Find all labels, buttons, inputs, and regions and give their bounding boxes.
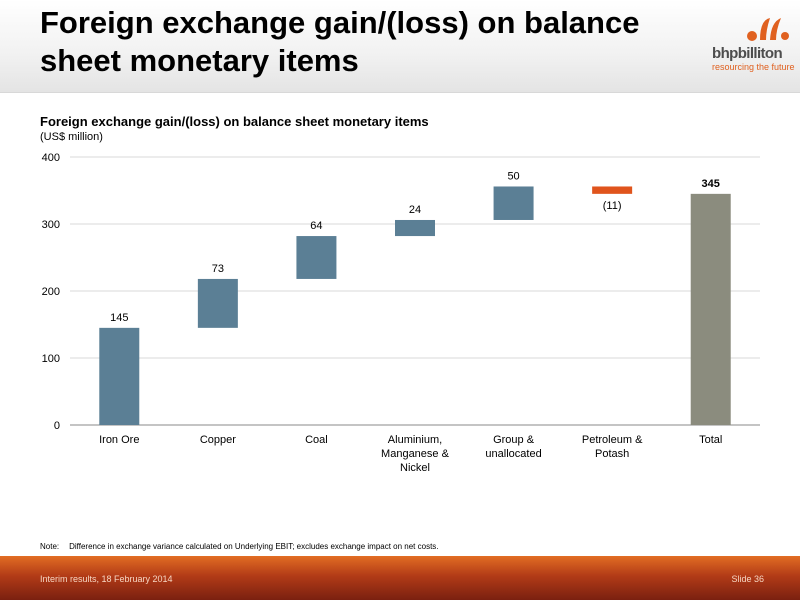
note-label: Note: — [40, 542, 60, 551]
data-label-2: 64 — [310, 220, 322, 232]
waterfall-chart: 0 100 200 300 400 145 Iron Ore 73 Copper 64 Coal 24… — [42, 152, 760, 474]
category-label: Aluminium, — [388, 434, 442, 446]
y-tick-label: 200 — [42, 286, 60, 298]
bar-6 — [690, 193, 731, 425]
category-label: Nickel — [400, 462, 430, 474]
y-tick-label: 100 — [42, 353, 60, 365]
data-label-1: 73 — [212, 263, 224, 275]
bar-0 — [99, 327, 140, 425]
data-label-5: (11) — [603, 200, 622, 212]
bar-5 — [592, 186, 633, 194]
data-label-6: 345 — [702, 178, 720, 190]
data-label-3: 24 — [409, 204, 421, 216]
footer-slide-number: Slide 36 — [731, 574, 764, 584]
category-label: Group & — [493, 434, 535, 446]
chart-title: Foreign exchange gain/(loss) on balance … — [40, 114, 429, 129]
logo-mark-icon — [747, 18, 789, 41]
category-label: Coal — [305, 434, 328, 446]
chart-subtitle: (US$ million) — [40, 131, 103, 143]
category-label: Copper — [200, 434, 236, 446]
y-tick-label: 400 — [42, 152, 60, 164]
category-label: Manganese & — [381, 448, 450, 460]
slide-header: Foreign exchange gain/(loss) on balance … — [0, 0, 800, 93]
category-label: Total — [699, 434, 722, 446]
y-tick-label: 300 — [42, 219, 60, 231]
note: Note: Difference in exchange variance cal… — [40, 542, 439, 551]
category-label: Potash — [595, 448, 629, 460]
footer-presentation-info: Interim results, 18 February 2014 — [40, 574, 173, 584]
bar-1 — [197, 278, 238, 328]
bar-2 — [296, 236, 337, 279]
bar-4 — [493, 186, 534, 220]
slide-footer: Interim results, 18 February 2014 Slide … — [0, 556, 800, 600]
data-label-4: 50 — [507, 170, 519, 182]
y-tick-label: 0 — [54, 420, 60, 432]
category-label: unallocated — [485, 448, 541, 460]
category-label: Iron Ore — [99, 434, 139, 446]
logo-tagline: resourcing the future — [712, 62, 795, 72]
slide-title: Foreign exchange gain/(loss) on balance … — [40, 5, 640, 78]
note-text: Difference in exchange variance calculat… — [69, 542, 439, 551]
category-label: Petroleum & — [582, 434, 643, 446]
logo-name: bhpbilliton — [712, 45, 783, 62]
data-label-0: 145 — [110, 312, 128, 324]
bar-3 — [395, 219, 435, 237]
bhp-billiton-logo: bhpbilliton resourcing the future — [708, 16, 795, 74]
